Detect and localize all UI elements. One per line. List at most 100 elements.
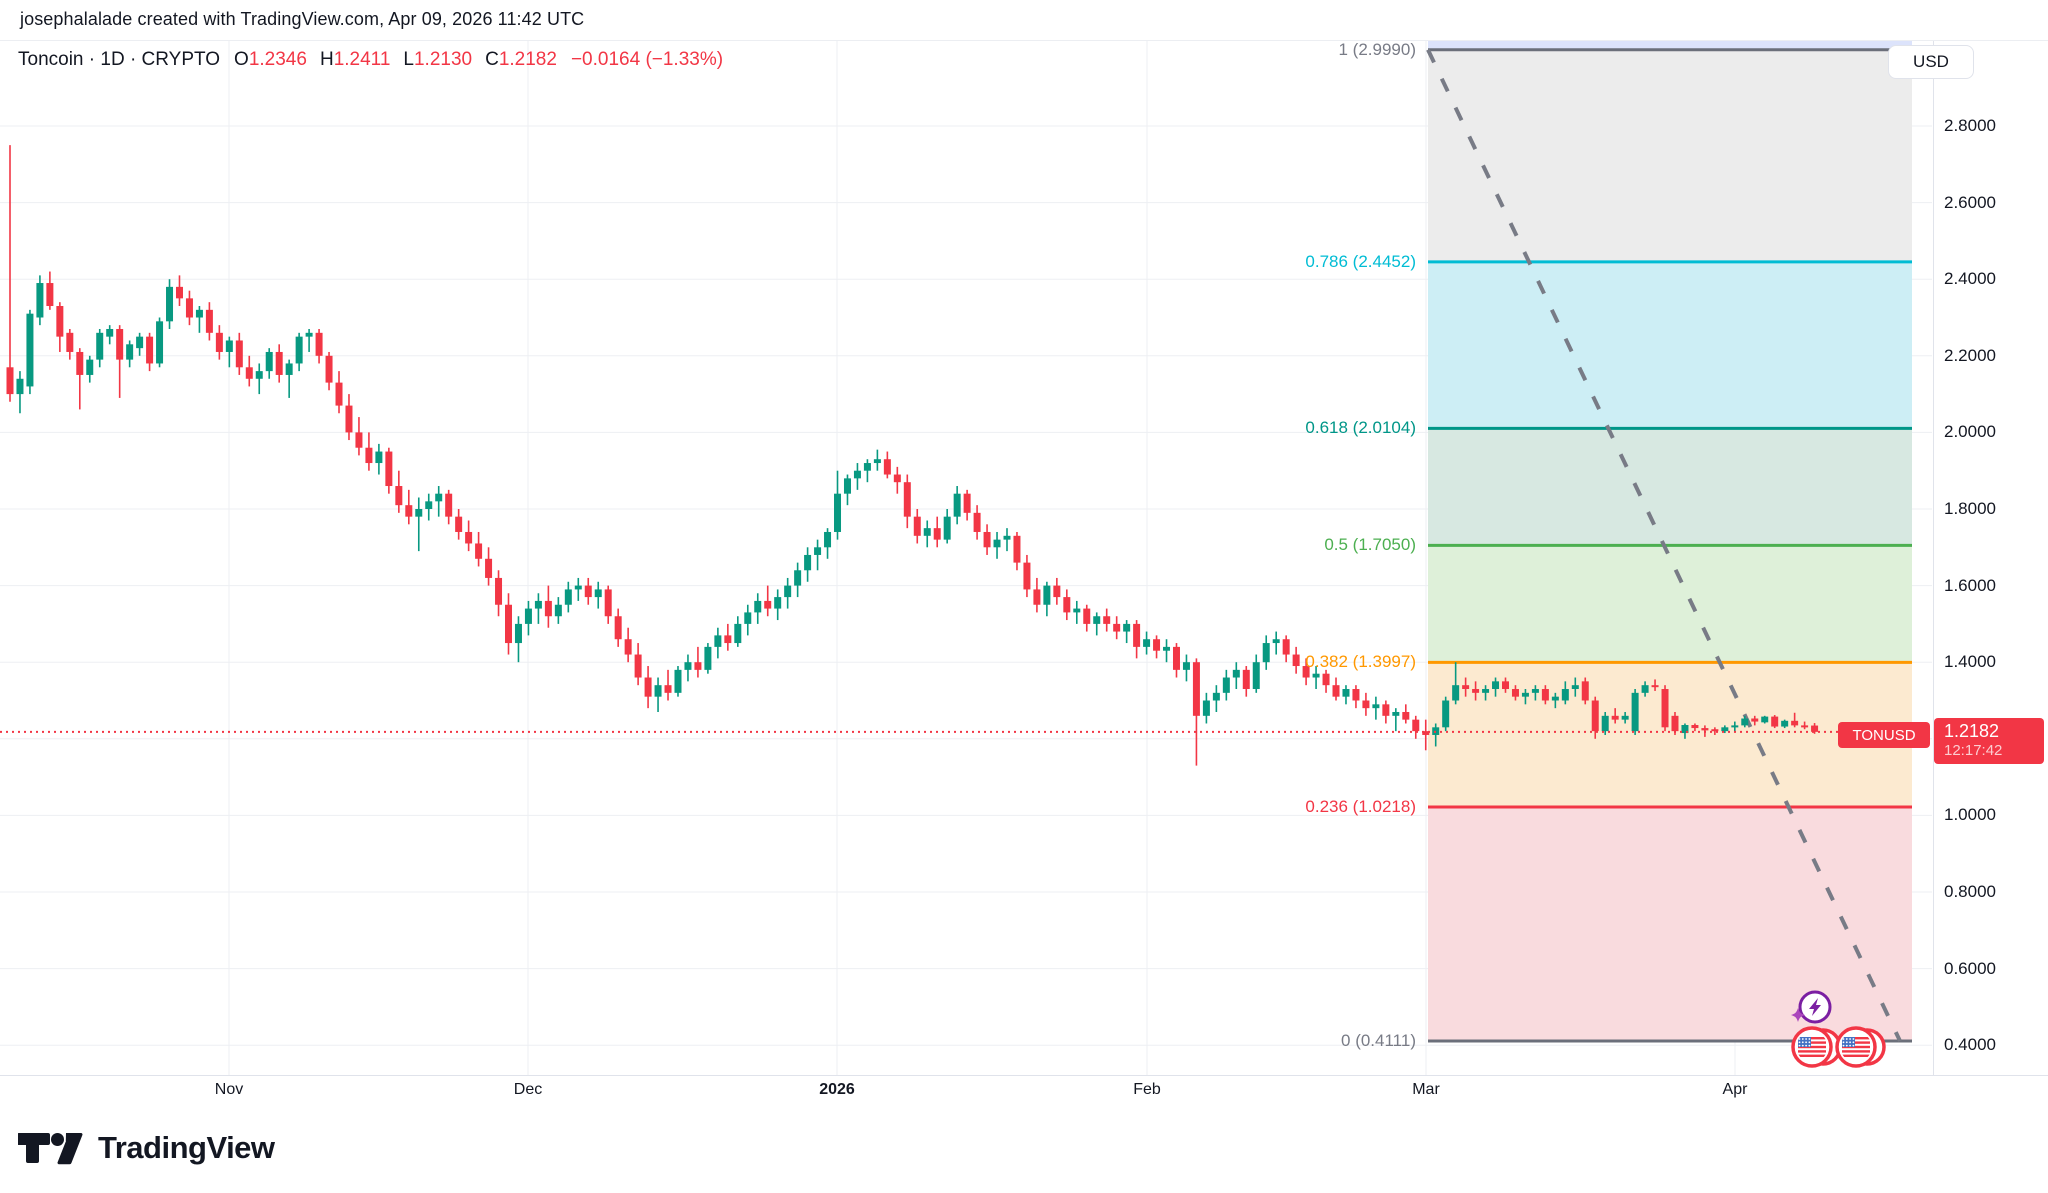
candle-body xyxy=(395,486,402,505)
candlestick-plot[interactable] xyxy=(0,0,2048,1193)
currency-usd-button[interactable]: USD xyxy=(1888,45,1974,79)
fib-band-3 xyxy=(1428,428,1912,545)
candle-body xyxy=(146,337,153,364)
candle-body xyxy=(804,555,811,570)
ohlc-item-O: O1.2346 xyxy=(234,49,307,71)
candle-body xyxy=(1382,704,1389,715)
candle-body xyxy=(944,517,951,540)
candle-body xyxy=(525,609,532,624)
candle-body xyxy=(1093,616,1100,624)
fib-label-0.382: 0.382 (1.3997) xyxy=(1305,652,1416,672)
candle-body xyxy=(495,578,502,605)
candle-body xyxy=(306,333,313,337)
candle-body xyxy=(465,532,472,543)
ohlc-value: 1.2182 xyxy=(499,49,557,70)
candle-body xyxy=(36,283,43,317)
candle-body xyxy=(445,494,452,517)
price-tick-0.8000: 0.8000 xyxy=(1944,882,2044,902)
candle-body xyxy=(326,356,333,383)
candle-body xyxy=(645,678,652,697)
candle-body xyxy=(375,452,382,463)
candle-body xyxy=(555,605,562,616)
candle-body xyxy=(904,482,911,516)
candle-body xyxy=(1582,681,1589,700)
candle-body xyxy=(1073,609,1080,613)
candle-body xyxy=(485,559,492,578)
candle-body xyxy=(914,517,921,536)
candle-body xyxy=(764,601,771,609)
candle-body xyxy=(455,517,462,532)
candle-body xyxy=(345,406,352,433)
candle-body xyxy=(1502,681,1509,689)
tradingview-logo-icon xyxy=(18,1130,86,1166)
candle-body xyxy=(1402,712,1409,720)
ohlc-value: 1.2130 xyxy=(414,49,472,70)
candle-body xyxy=(415,509,422,517)
price-tick-2.0000: 2.0000 xyxy=(1944,422,2044,442)
time-tick-Nov: Nov xyxy=(215,1081,243,1099)
candle-body xyxy=(1522,693,1529,697)
tradingview-logo: TradingView xyxy=(18,1130,275,1166)
candle-body xyxy=(635,655,642,678)
candle-body xyxy=(1133,624,1140,647)
candle-body xyxy=(46,283,53,306)
price-tick-2.4000: 2.4000 xyxy=(1944,269,2044,289)
candle-body xyxy=(754,601,761,612)
candle-body xyxy=(176,287,183,298)
candle-body xyxy=(385,452,392,486)
chart-page: josephalalade created with TradingView.c… xyxy=(0,0,2048,1193)
candle-body xyxy=(1592,701,1599,732)
candle-body xyxy=(1063,597,1070,612)
last-price-label[interactable]: 1.2182 12:17:42 xyxy=(1934,718,2044,764)
candle-body xyxy=(1203,701,1210,716)
candle-body xyxy=(1333,685,1340,696)
candle-body xyxy=(734,624,741,643)
candle-body xyxy=(1283,639,1290,654)
fib-band-1 xyxy=(1428,50,1912,262)
candle-body xyxy=(1492,681,1499,689)
price-line-symbol-badge[interactable]: TONUSD xyxy=(1838,722,1930,748)
candle-body xyxy=(1602,716,1609,731)
candle-body xyxy=(1243,670,1250,689)
attribution-text: josephalalade created with TradingView.c… xyxy=(20,9,584,30)
candle-body xyxy=(26,314,33,387)
candle-body xyxy=(1751,719,1758,722)
time-tick-Dec: Dec xyxy=(514,1081,542,1099)
candle-body xyxy=(1253,662,1260,689)
price-tick-2.2000: 2.2000 xyxy=(1944,346,2044,366)
candle-body xyxy=(994,540,1001,548)
candle-body xyxy=(565,589,572,604)
candle-body xyxy=(156,321,163,363)
candle-body xyxy=(355,432,362,447)
us-flag-event-icon[interactable] xyxy=(1793,1028,1840,1066)
candle-body xyxy=(186,298,193,317)
candle-body xyxy=(296,337,303,364)
candle-body xyxy=(1632,693,1639,731)
tradingview-logo-text: TradingView xyxy=(98,1130,275,1166)
candle-body xyxy=(336,383,343,406)
candle-body xyxy=(1532,689,1539,693)
us-flag-event-icon[interactable] xyxy=(1837,1028,1884,1066)
candle-body xyxy=(86,360,93,375)
candle-body xyxy=(106,329,113,337)
candle-body xyxy=(1462,685,1469,689)
price-tick-1.0000: 1.0000 xyxy=(1944,805,2044,825)
candle-body xyxy=(854,471,861,479)
candle-body xyxy=(595,589,602,597)
candle-body xyxy=(585,586,592,597)
candle-body xyxy=(1163,647,1170,651)
ohlc-value: 1.2411 xyxy=(334,49,391,70)
candle-body xyxy=(655,685,662,696)
candle-body xyxy=(256,371,263,379)
price-tick-2.6000: 2.6000 xyxy=(1944,193,2044,213)
candle-body xyxy=(505,605,512,643)
price-tick-1.6000: 1.6000 xyxy=(1944,576,2044,596)
candle-body xyxy=(1452,685,1459,700)
candle-body xyxy=(236,340,243,367)
last-price-value: 1.2182 xyxy=(1944,721,2044,742)
candle-body xyxy=(535,601,542,609)
fib-band-4 xyxy=(1428,545,1912,662)
candle-body xyxy=(1801,725,1808,727)
price-tick-1.4000: 1.4000 xyxy=(1944,652,2044,672)
fib-label-0.786: 0.786 (2.4452) xyxy=(1305,252,1416,272)
